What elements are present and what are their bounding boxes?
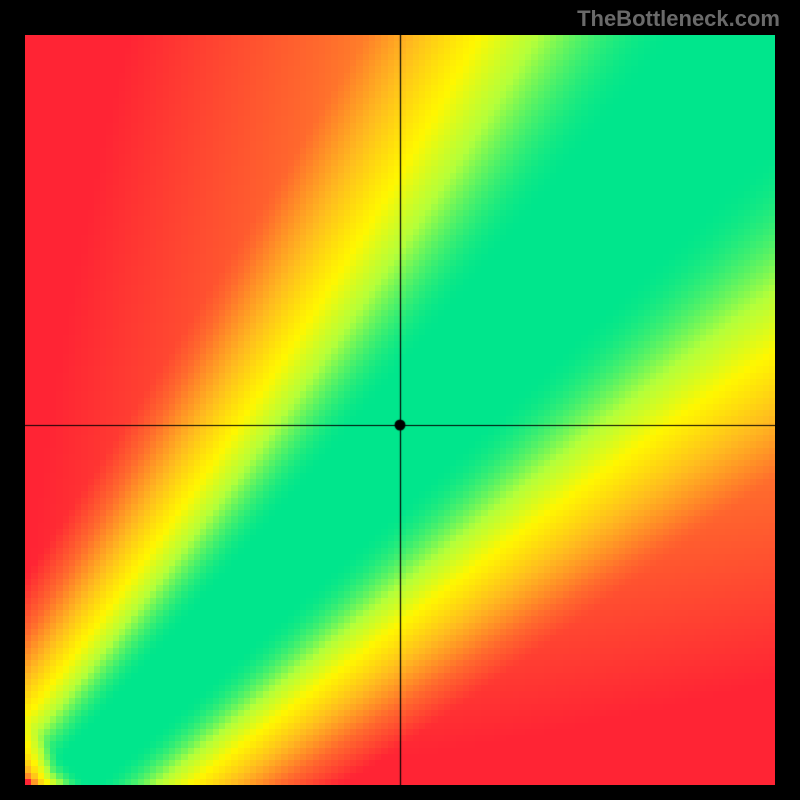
chart-container: { "attribution": { "text": "TheBottlenec… xyxy=(0,0,800,800)
attribution-label: TheBottleneck.com xyxy=(577,6,780,32)
crosshair-overlay xyxy=(25,35,775,785)
